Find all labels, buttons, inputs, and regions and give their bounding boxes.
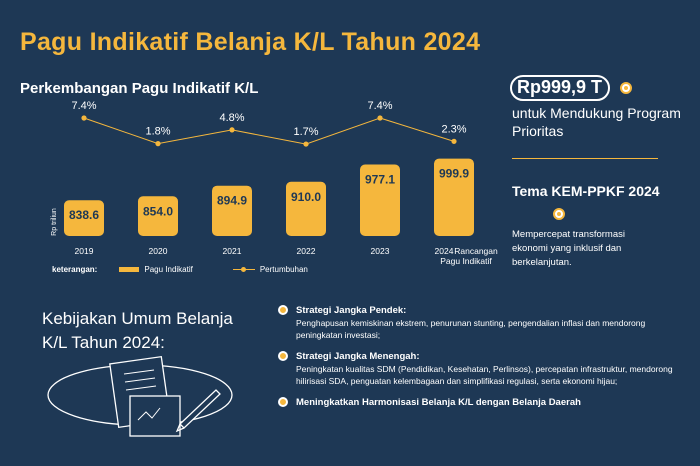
highlight-pill xyxy=(510,75,610,101)
legend-bar-label: Pagu Indikatif xyxy=(144,265,193,274)
policy-item: Strategi Jangka Pendek: Penghapusan kemi… xyxy=(278,304,688,341)
tema-description: Mempercepat transformasi ekonomi yang in… xyxy=(512,229,625,268)
bullet-icon xyxy=(278,397,288,407)
policy-item-body: Penghapusan kemiskinan ekstrem, penuruna… xyxy=(296,318,646,340)
bar-2021 xyxy=(212,185,252,236)
chart-legend: keterangan: Pagu Indikatif Pertumbuhan xyxy=(52,265,308,274)
growth-point-2020 xyxy=(155,141,161,147)
growth-label: 1.7% xyxy=(293,126,318,138)
policy-item-head: Strategi Jangka Menengah: xyxy=(296,351,420,362)
bar-2019 xyxy=(64,200,104,236)
growth-label: 1.8% xyxy=(145,126,170,138)
tema-title: Tema KEM-PPKF 2024 xyxy=(512,183,660,199)
bar-2020 xyxy=(138,196,178,236)
legend-line-swatch xyxy=(232,267,255,272)
x-tick-sublabel: Rancangan xyxy=(454,246,498,256)
x-tick-label: 2019 xyxy=(75,246,94,256)
growth-point-2021 xyxy=(229,127,235,133)
policy-item-head: Meningkatkan Harmonisasi Belanja K/L den… xyxy=(296,397,581,408)
bar-value-label: 894.9 xyxy=(217,194,247,208)
bullet-icon xyxy=(278,305,288,315)
growth-line xyxy=(83,117,455,145)
growth-point-2024 xyxy=(451,138,457,144)
documents-illustration xyxy=(47,355,233,437)
growth-label: 7.4% xyxy=(71,100,96,112)
page-title: Pagu Indikatif Belanja K/L Tahun 2024 xyxy=(20,28,481,56)
policy-item-body: Peningkatan kualitas SDM (Pendidikan, Ke… xyxy=(296,364,673,386)
growth-label: 2.3% xyxy=(441,123,466,135)
growth-label: 7.4% xyxy=(367,100,392,112)
bullet-icon xyxy=(278,351,288,361)
divider xyxy=(512,158,658,159)
policy-item: Meningkatkan Harmonisasi Belanja K/L den… xyxy=(278,396,688,409)
bar-2022 xyxy=(286,181,326,236)
bar-2023 xyxy=(360,164,400,236)
legend-bar-swatch xyxy=(119,267,140,272)
policy-title: Kebijakan Umum Belanja K/L Tahun 2024: xyxy=(42,309,233,352)
bar-value-label: 854.0 xyxy=(143,204,173,218)
highlight-amount: Rp999,9 T xyxy=(517,77,603,97)
growth-point-2022 xyxy=(303,141,309,147)
growth-point-2019 xyxy=(81,115,87,121)
policy-item-head: Strategi Jangka Pendek: xyxy=(296,305,407,316)
legend-keyword: keterangan: xyxy=(52,265,98,274)
x-tick-label: 2024 xyxy=(435,246,454,256)
policy-item: Strategi Jangka Menengah: Peningkatan ku… xyxy=(278,350,688,387)
x-tick-label: 2020 xyxy=(149,246,168,256)
bar-2024 xyxy=(434,158,474,236)
bar-value-label: 999.9 xyxy=(439,167,469,181)
document-icon xyxy=(109,355,181,437)
bar-value-label: 977.1 xyxy=(365,172,395,186)
bar-value-label: 910.0 xyxy=(291,190,321,204)
bar-value-label: 838.6 xyxy=(69,208,99,222)
coin-icon xyxy=(620,82,632,94)
highlight-caption: untuk Mendukung Program Prioritas xyxy=(512,105,681,139)
pen-icon xyxy=(175,389,221,433)
growth-point-2023 xyxy=(377,115,383,121)
y-axis-label: Rp triliun xyxy=(51,208,58,236)
x-tick-label: 2021 xyxy=(223,246,242,256)
growth-label: 4.8% xyxy=(219,112,244,124)
target-icon xyxy=(553,208,565,220)
legend-line-label: Pertumbuhan xyxy=(259,265,308,274)
x-tick-sublabel: Pagu Indikatif xyxy=(440,256,492,266)
x-tick-label: 2022 xyxy=(297,246,316,256)
x-tick-label: 2023 xyxy=(371,246,390,256)
chart-title: Perkembangan Pagu Indikatif K/L xyxy=(20,80,259,97)
policy-list: Strategi Jangka Pendek: Penghapusan kemi… xyxy=(278,304,688,418)
